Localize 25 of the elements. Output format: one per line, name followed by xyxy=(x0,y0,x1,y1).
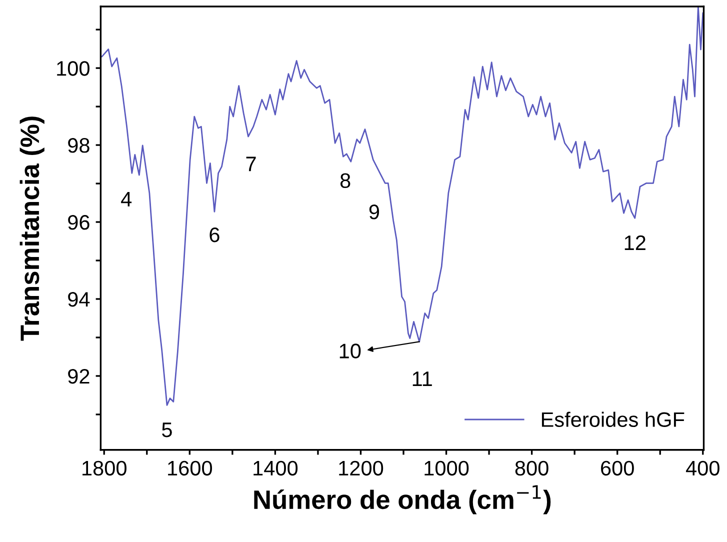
x-tick-label: 1400 xyxy=(254,460,298,476)
x-tick-label: 1200 xyxy=(339,460,384,476)
y-tick-label: 94 xyxy=(68,292,90,307)
x-tick-label: 800 xyxy=(515,460,548,476)
y-tick-label: 100 xyxy=(57,61,90,76)
annotation: 6 xyxy=(210,227,220,242)
x-tick-label: 1800 xyxy=(82,460,126,476)
annotation: 11 xyxy=(412,372,432,386)
annotation: 5 xyxy=(162,422,172,438)
annotation: 7 xyxy=(246,156,256,172)
legend-label: Esferoides hGF xyxy=(542,412,684,427)
x-tick-label: 400 xyxy=(686,460,720,476)
y-tick-label: 98 xyxy=(68,138,90,153)
annotation: 9 xyxy=(369,204,380,220)
y-tick-label: 96 xyxy=(68,215,90,230)
annotation: 10 xyxy=(340,344,361,358)
annotation: 12 xyxy=(624,235,646,250)
x-tick-label: 1600 xyxy=(168,460,212,476)
x-tick-label: 1000 xyxy=(424,460,469,476)
annotation: 4 xyxy=(121,192,132,206)
annotation: 8 xyxy=(340,173,350,188)
x-axis-title: Número de onda (cm$^{−1}$) xyxy=(254,485,551,514)
y-axis-title: Transmitancia (%) xyxy=(20,116,44,341)
y-tick-label: 92 xyxy=(68,368,90,384)
x-tick-label: 600 xyxy=(601,460,634,476)
